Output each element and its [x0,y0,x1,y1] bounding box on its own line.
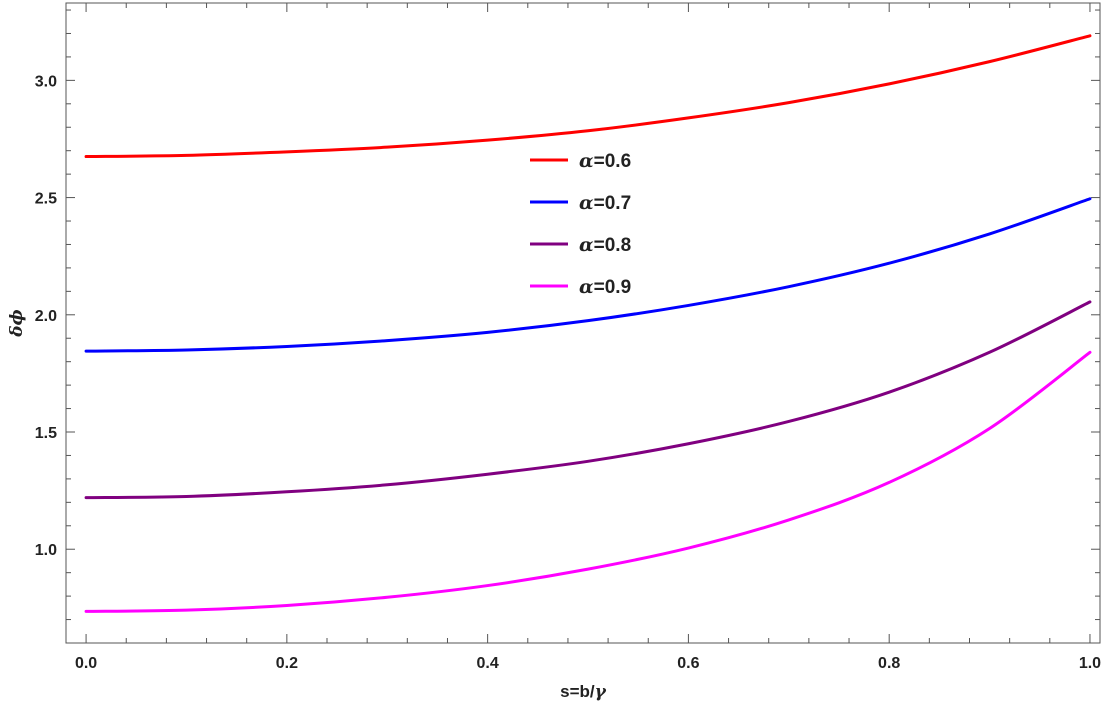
y-axis-label: δϕ [7,309,27,337]
x-axis-label: s=b/γ [560,682,607,702]
legend-label: α=0.8 [579,234,631,256]
x-tick-label: 0.0 [75,655,97,672]
plot-frame [65,2,1101,644]
series-line [84,34,1092,159]
x-tick-label: 0.8 [878,655,900,672]
legend-label: α=0.7 [579,192,631,214]
series-group [84,34,1092,613]
legend-label: α=0.6 [579,150,631,172]
y-tick-label: 2.0 [35,308,57,325]
legend: α=0.6 α=0.7 α=0.8 α=0.9 [530,150,631,298]
tick-group: 0.0 0.2 0.4 0.6 0.8 1.0 1.0 1.5 2.0 2.5 3.0 [35,3,1101,672]
x-tick-label: 0.2 [276,655,298,672]
y-tick-label: 2.5 [35,191,57,208]
x-tick-label: 0.4 [477,655,499,672]
y-tick-label: 3.0 [35,73,57,90]
x-tick-label: 0.6 [677,655,699,672]
series-line [84,197,1092,353]
x-tick-label: 1.0 [1079,655,1101,672]
y-tick-label: 1.0 [35,542,57,559]
series-line [84,350,1092,613]
legend-label: α=0.9 [579,276,631,298]
y-tick-label: 1.5 [35,425,57,442]
series-line [84,300,1092,500]
